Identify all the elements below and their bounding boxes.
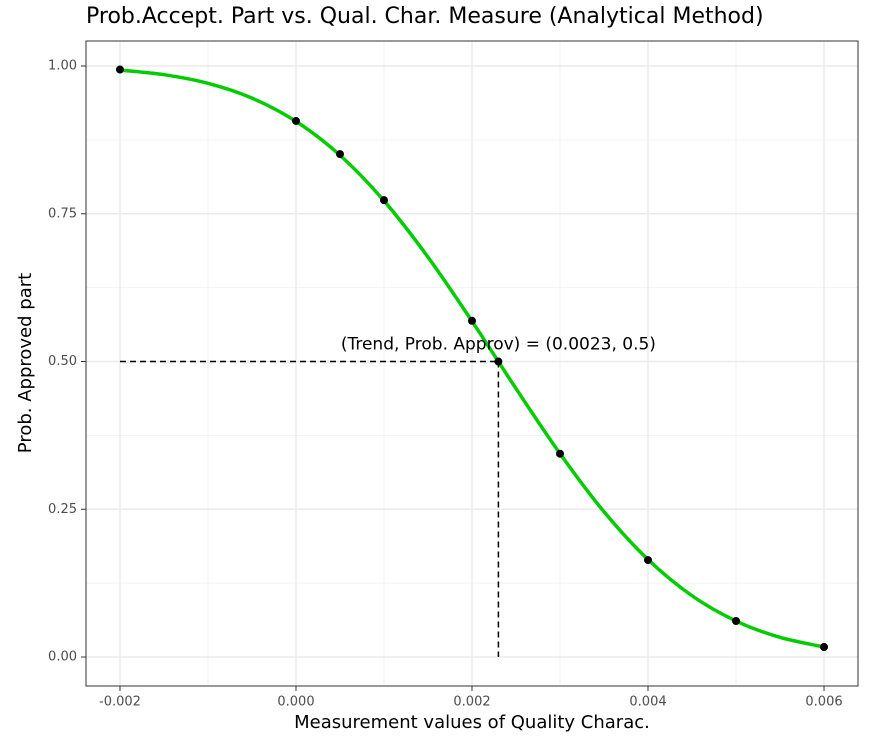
data-point [820,642,829,651]
y-tick-label: 0.00 [48,650,77,665]
chart-title: Prob.Accept. Part vs. Qual. Char. Measur… [86,4,764,29]
data-point [335,150,344,159]
data-point [494,357,503,366]
y-tick-label: 0.75 [48,206,77,221]
data-point [115,65,124,74]
x-tick-label: 0.002 [453,695,490,710]
data-point [379,196,388,205]
x-tick-label: 0.006 [805,695,842,710]
plot-border [85,40,859,687]
data-point [556,449,565,458]
x-tick-label: 0.000 [277,695,314,710]
y-tick-label: 1.00 [48,59,77,74]
y-tick-label: 0.50 [48,354,77,369]
x-tick-label: -0.002 [99,695,141,710]
annotation: (Trend, Prob. Approv) = (0.0023, 0.5) [341,335,656,355]
y-axis-label: Prob. Approved part [15,273,36,453]
data-point [644,556,653,565]
x-axis-label: Measurement values of Quality Charac. [294,712,650,733]
data-point [291,116,300,125]
data-point [732,616,741,625]
y-tick-label: 0.25 [48,502,77,517]
data-point [468,316,476,325]
x-tick-label: 0.004 [629,695,666,710]
